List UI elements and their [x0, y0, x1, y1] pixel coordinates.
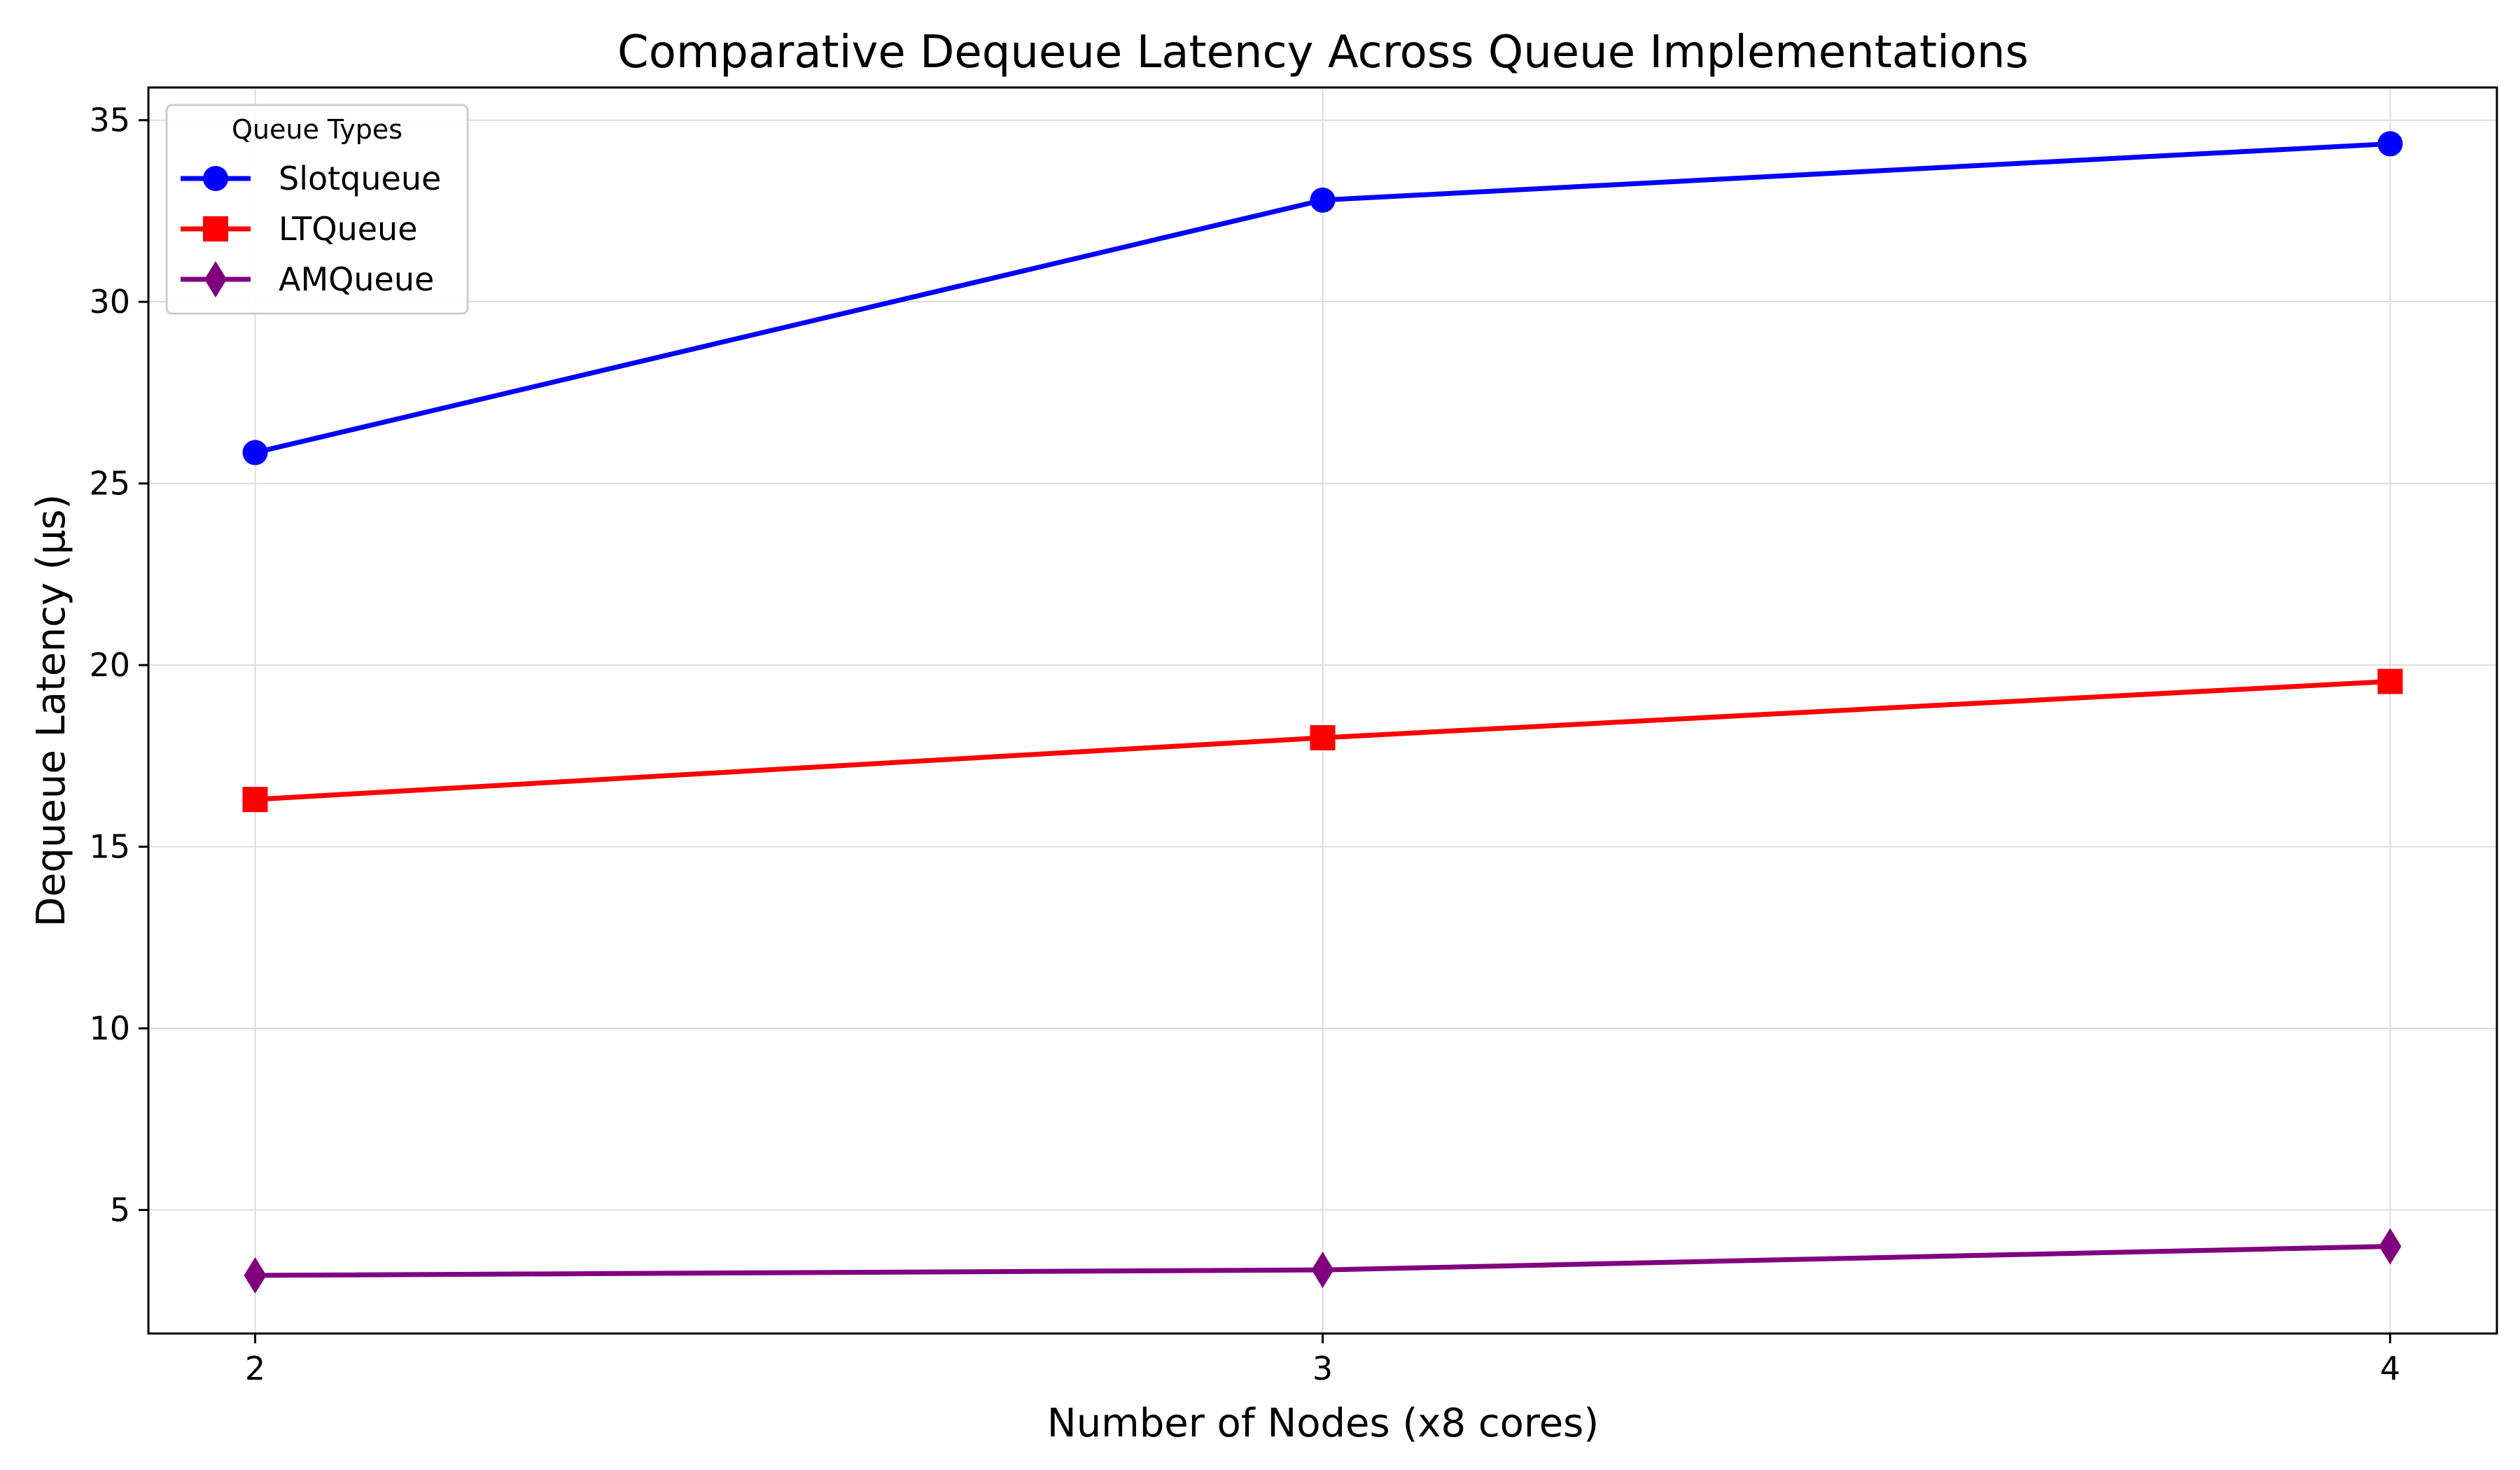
data-point-ltqueue [1310, 724, 1336, 750]
y-tick-label: 15 [89, 828, 130, 866]
data-point-ltqueue [2377, 668, 2403, 694]
grid-lines [148, 88, 2497, 1334]
y-tick-label: 5 [110, 1191, 130, 1229]
chart-title: Comparative Dequeue Latency Across Queue… [617, 27, 2029, 78]
legend-marker-slotqueue [203, 166, 228, 191]
legend-entries: Slotqueue LTQueue AMQueue [181, 160, 441, 298]
legend-label-amqueue: AMQueue [279, 260, 434, 298]
data-point-amqueue [1311, 1252, 1334, 1289]
data-point-slotqueue [1310, 187, 1336, 213]
legend-entry-amqueue: AMQueue [181, 260, 434, 298]
legend-label-ltqueue: LTQueue [279, 210, 418, 248]
y-tick-label: 10 [89, 1009, 130, 1047]
series-layer [242, 131, 2403, 1294]
data-point-slotqueue [242, 440, 268, 465]
y-tick-label: 30 [89, 283, 130, 321]
legend-box [165, 104, 469, 315]
legend-marker-ltqueue [203, 216, 228, 241]
data-point-amqueue [244, 1256, 267, 1294]
series-slotqueue [242, 131, 2403, 465]
legend-marker-amqueue [204, 261, 227, 298]
y-tick-label: 20 [89, 646, 130, 684]
data-point-amqueue [2379, 1228, 2402, 1265]
y-axis-label: Dequeue Latency (μs) [29, 494, 74, 927]
legend: Queue Types Slotqueue LTQueue AMQueue [165, 104, 469, 315]
x-tick-label: 3 [1312, 1350, 1333, 1387]
x-tick-label: 2 [245, 1350, 265, 1387]
y-tick-label: 35 [89, 102, 130, 139]
data-point-slotqueue [2377, 131, 2403, 157]
x-tick-label: 4 [2380, 1350, 2400, 1387]
series-amqueue [244, 1228, 2402, 1294]
data-point-ltqueue [242, 787, 268, 813]
legend-label-slotqueue: Slotqueue [279, 160, 441, 197]
x-axis-label: Number of Nodes (x8 cores) [1047, 1401, 1599, 1446]
series-ltqueue [242, 668, 2403, 813]
axis-ticks: 2 3 4 5 10 15 20 25 30 35 [89, 102, 2400, 1387]
legend-title: Queue Types [232, 114, 402, 145]
legend-entry-ltqueue: LTQueue [181, 210, 418, 248]
legend-entry-slotqueue: Slotqueue [181, 160, 441, 197]
y-tick-label: 25 [89, 465, 130, 503]
